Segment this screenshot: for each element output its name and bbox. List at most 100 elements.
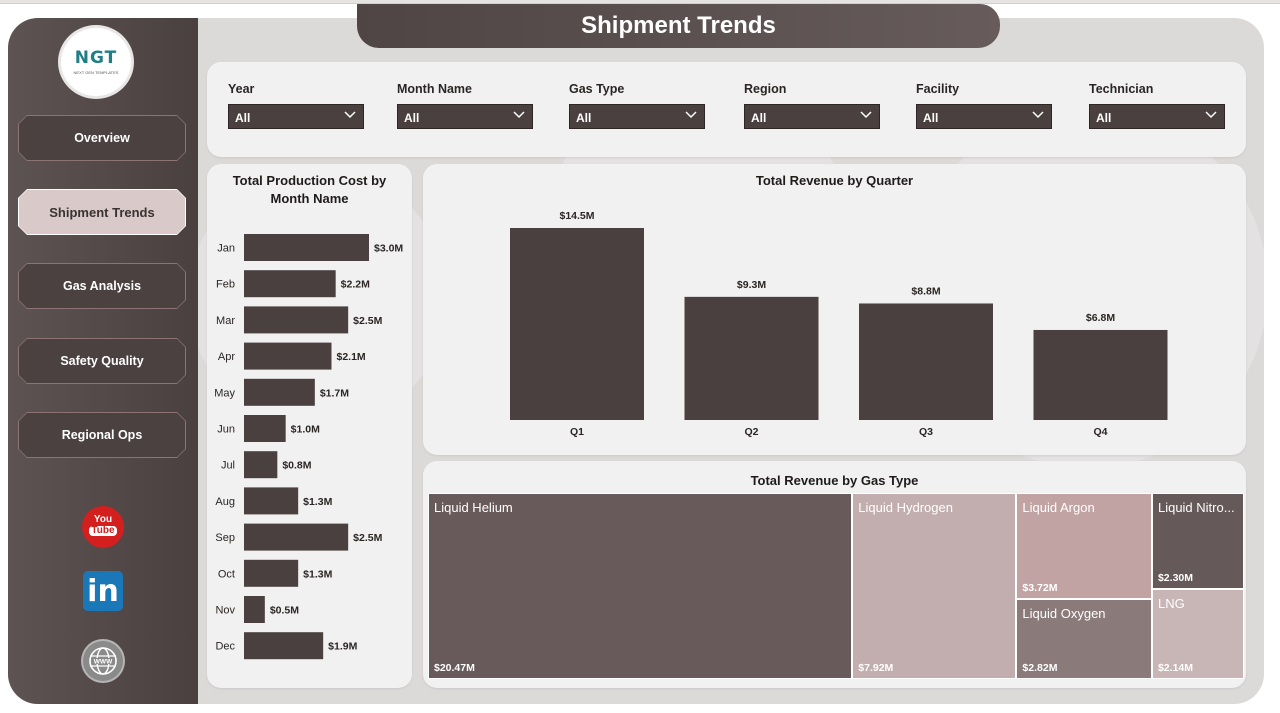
treemap-cell: Liquid Hydrogen $7.92M <box>852 493 1017 679</box>
month-tick-label: Dec <box>215 641 235 653</box>
bar-data-label: $1.3M <box>303 568 332 580</box>
bar-data-label: $0.8M <box>282 460 311 472</box>
website-globe-icon[interactable]: WWW <box>83 641 123 681</box>
production-cost-bar <box>244 342 332 370</box>
month-tick-label: Oct <box>218 568 235 580</box>
month-tick-label: Sep <box>215 532 235 544</box>
filter-label: Region <box>744 82 787 96</box>
logo-subtitle: NEXT GEN TEMPLATES <box>73 70 119 75</box>
month-tick-label: May <box>214 387 235 399</box>
production-cost-bar <box>244 523 349 551</box>
production-cost-bar <box>244 306 349 334</box>
window-top-strip <box>0 0 1280 4</box>
quarter-revenue-bar <box>859 303 993 420</box>
filter-month-name: Month Name All <box>397 82 533 129</box>
treemap-cell-value: $20.47M <box>434 662 475 674</box>
production-cost-bar <box>244 451 278 479</box>
filter-panel: Year All Month Name All Gas Type All Reg… <box>207 62 1246 157</box>
bar-data-label: $2.2M <box>341 279 370 291</box>
production-cost-bar <box>244 487 299 515</box>
revenue-gas-type-treemap: Liquid Helium $20.47M Liquid Hydrogen $7.92… <box>428 493 1244 679</box>
region-dropdown[interactable]: All <box>744 104 880 129</box>
production-cost-bar <box>244 270 336 298</box>
technician-dropdown[interactable]: All <box>1089 104 1225 129</box>
quarter-tick-label: Q3 <box>919 426 933 438</box>
bar-data-label: $1.0M <box>291 424 320 436</box>
filter-gas-type: Gas Type All <box>569 82 705 129</box>
quarter-revenue-bar <box>510 228 644 420</box>
bar-data-label: $8.8M <box>911 285 940 297</box>
treemap-cell: Liquid Nitro... $2.30M <box>1151 493 1244 590</box>
filter-technician: Technician All <box>1089 82 1225 129</box>
filter-label: Year <box>228 82 255 96</box>
facility-dropdown[interactable]: All <box>916 104 1052 129</box>
filter-year: Year All <box>228 82 364 129</box>
nav-button-safety-quality[interactable]: Safety Quality <box>18 338 186 384</box>
production-cost-chart: Jan $3.0M Feb $2.2M Mar $2.5M Apr $2.1M May $1.7M… <box>214 234 403 660</box>
globe-icon: WWW <box>89 647 117 675</box>
nav-button-regional-ops[interactable]: Regional Ops <box>18 412 186 458</box>
page-title: Shipment Trends <box>357 4 1000 48</box>
nav-button-gas-analysis[interactable]: Gas Analysis <box>18 263 186 309</box>
dropdown-value: All <box>751 111 767 125</box>
dropdown-value: All <box>404 111 420 125</box>
month-name-dropdown[interactable]: All <box>397 104 533 129</box>
filter-facility: Facility All <box>916 82 1052 129</box>
production-cost-bar <box>244 415 286 442</box>
dropdown-value: All <box>576 111 592 125</box>
production-cost-bar <box>244 234 369 261</box>
month-tick-label: Jul <box>221 460 235 472</box>
chevron-down-icon <box>513 111 525 119</box>
production-cost-bar <box>244 632 324 660</box>
revenue-quarter-chart: $14.5M Q1 $9.3M Q2 $8.8M Q3 $6.8M Q4 <box>510 210 1168 438</box>
treemap-cell: LNG $2.14M <box>1151 589 1244 679</box>
production-cost-bar <box>244 596 265 623</box>
bar-data-label: $2.5M <box>353 315 382 327</box>
treemap-cell-value: $3.72M <box>1022 581 1058 594</box>
treemap-cell-value: $2.82M <box>1022 661 1058 674</box>
dropdown-value: All <box>1096 111 1112 125</box>
bar-data-label: $0.5M <box>270 605 299 617</box>
year-dropdown[interactable]: All <box>228 104 364 129</box>
nav-button-overview[interactable]: Overview <box>18 115 186 161</box>
production-cost-card: Total Production Cost by Month Name Jan $… <box>207 164 412 688</box>
revenue-quarter-title: Total Revenue by Quarter <box>755 173 914 188</box>
treemap-cell: Liquid Oxygen $2.82M <box>1016 598 1152 679</box>
treemap-cell-name: Liquid Nitro... <box>1157 500 1235 515</box>
youtube-text: You <box>93 514 113 525</box>
bar-data-label: $1.7M <box>320 387 349 399</box>
bar-data-label: $1.9M <box>328 641 357 653</box>
production-cost-bar <box>244 378 315 406</box>
treemap-cell-name: Liquid Oxygen <box>1022 605 1106 621</box>
chevron-down-icon <box>1032 111 1044 119</box>
chevron-down-icon <box>344 111 356 119</box>
production-cost-bar <box>244 559 299 587</box>
nav-label: Regional Ops <box>19 413 185 457</box>
treemap-cell-name: Liquid Argon <box>1022 500 1095 515</box>
bar-data-label: $1.3M <box>303 496 332 508</box>
treemap-cell: Liquid Argon $3.72M <box>1016 493 1152 599</box>
month-tick-label: Jan <box>217 243 235 255</box>
nav-button-shipment-trends[interactable]: Shipment Trends <box>18 189 186 235</box>
filter-region: Region All <box>744 82 880 129</box>
youtube-icon[interactable]: You Tube <box>82 506 124 548</box>
chevron-down-icon <box>860 111 872 119</box>
month-tick-label: Apr <box>218 351 235 363</box>
svg-text:WWW: WWW <box>94 659 113 666</box>
nav-label: Overview <box>19 116 185 160</box>
filter-label: Month Name <box>397 82 472 96</box>
treemap-cell: Liquid Helium $20.47M <box>428 493 853 679</box>
month-tick-label: Jun <box>217 424 235 436</box>
revenue-quarter-card: Total Revenue by Quarter $14.5M Q1 $9.3M Q2… <box>423 164 1246 455</box>
quarter-revenue-bar <box>1033 329 1168 420</box>
revenue-gas-type-title: Total Revenue by Gas Type <box>750 473 919 488</box>
filter-label: Gas Type <box>569 82 625 96</box>
production-cost-title: Total Production Cost by Month Name <box>232 173 387 206</box>
chevron-down-icon <box>1205 111 1217 119</box>
linkedin-icon[interactable]: in <box>83 571 123 611</box>
quarter-tick-label: Q2 <box>744 426 758 438</box>
company-logo: NGT NEXT GEN TEMPLATES <box>61 28 131 96</box>
bar-data-label: $2.1M <box>337 351 366 363</box>
gas-type-dropdown[interactable]: All <box>569 104 705 129</box>
bar-data-label: $6.8M <box>1086 312 1115 324</box>
